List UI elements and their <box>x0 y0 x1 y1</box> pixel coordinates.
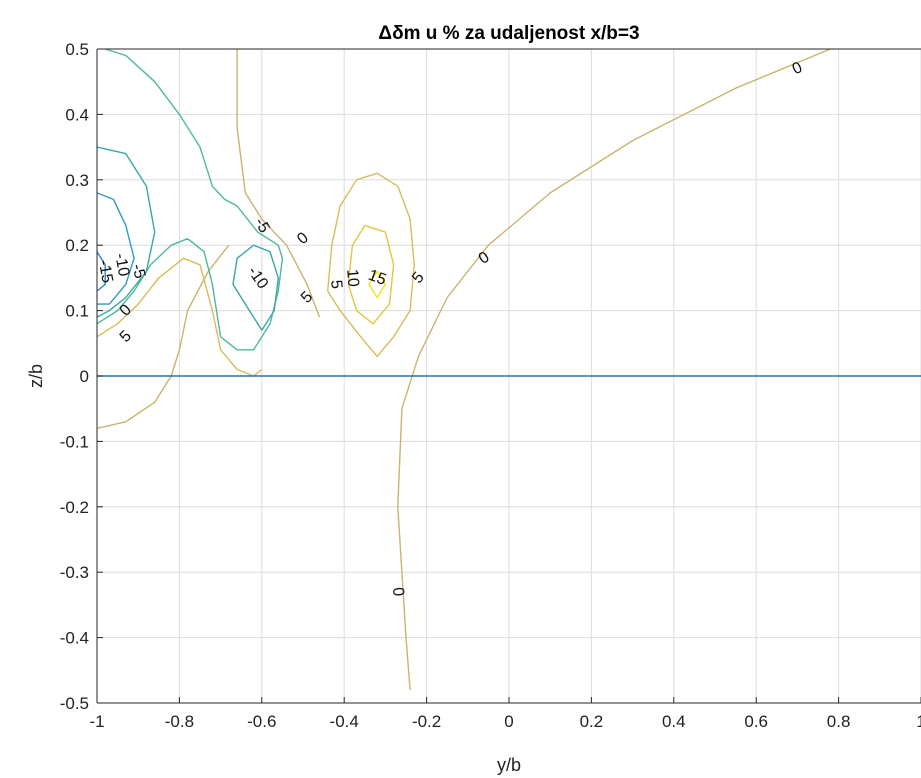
contour-line <box>232 244 279 331</box>
y-ticks: -0.5 -0.4 -0.3 -0.2 -0.1 0 0.1 0.2 0.3 0.4 0.5 <box>60 40 103 713</box>
chart-title: Δδm u % za udaljenost x/b=3 <box>378 23 639 44</box>
contour-label: 15 <box>366 267 389 289</box>
y-tick-label: 0.4 <box>65 105 89 124</box>
contour-label: 10 <box>343 268 361 287</box>
contour-line <box>397 48 831 690</box>
y-axis-label: z/b <box>26 364 46 388</box>
contour-line <box>368 270 387 299</box>
x-axis-label: y/b <box>497 755 521 775</box>
contour-lines <box>96 48 921 690</box>
x-tick-label: -1 <box>89 712 104 731</box>
x-tick-label: 0.4 <box>662 712 686 731</box>
y-tick-label: 0.3 <box>65 171 89 190</box>
x-tick-label: 0.2 <box>580 712 604 731</box>
x-tick-label: 0.8 <box>827 712 851 731</box>
contour-label: 0 <box>389 587 407 597</box>
y-tick-label: -0.5 <box>60 694 89 713</box>
x-tick-label: -0.6 <box>247 712 276 731</box>
y-tick-label: 0.2 <box>65 236 89 255</box>
x-tick-label: 0 <box>504 712 513 731</box>
contour-line <box>96 192 135 305</box>
contour-line <box>104 48 279 246</box>
y-tick-label: 0 <box>80 367 89 386</box>
contour-line <box>96 244 230 429</box>
x-tick-label: 1 <box>916 712 921 731</box>
contour-line <box>96 251 106 292</box>
contour-line <box>347 224 395 325</box>
x-tick-label: 0.6 <box>744 712 768 731</box>
contour-label: -5 <box>128 262 148 280</box>
contour-label: 5 <box>327 279 345 289</box>
y-tick-label: -0.1 <box>60 432 89 451</box>
x-tick-label: -0.4 <box>330 712 359 731</box>
contour-line <box>236 49 321 318</box>
contour-line <box>327 172 415 358</box>
x-tick-label: -0.8 <box>165 712 194 731</box>
x-tick-label: -0.2 <box>412 712 441 731</box>
y-tick-label: 0.5 <box>65 40 89 59</box>
contour-label: -15 <box>95 259 116 285</box>
y-tick-label: -0.2 <box>60 498 89 517</box>
y-tick-label: 0.1 <box>65 302 89 321</box>
contour-line <box>96 257 263 377</box>
y-tick-label: -0.4 <box>60 629 89 648</box>
x-ticks: -1 -0.8 -0.6 -0.4 -0.2 0 0.2 0.4 0.6 0.8 1 <box>89 697 921 731</box>
contour-label: -10 <box>111 252 132 278</box>
y-tick-label: -0.3 <box>60 563 89 582</box>
contour-line <box>96 146 156 318</box>
